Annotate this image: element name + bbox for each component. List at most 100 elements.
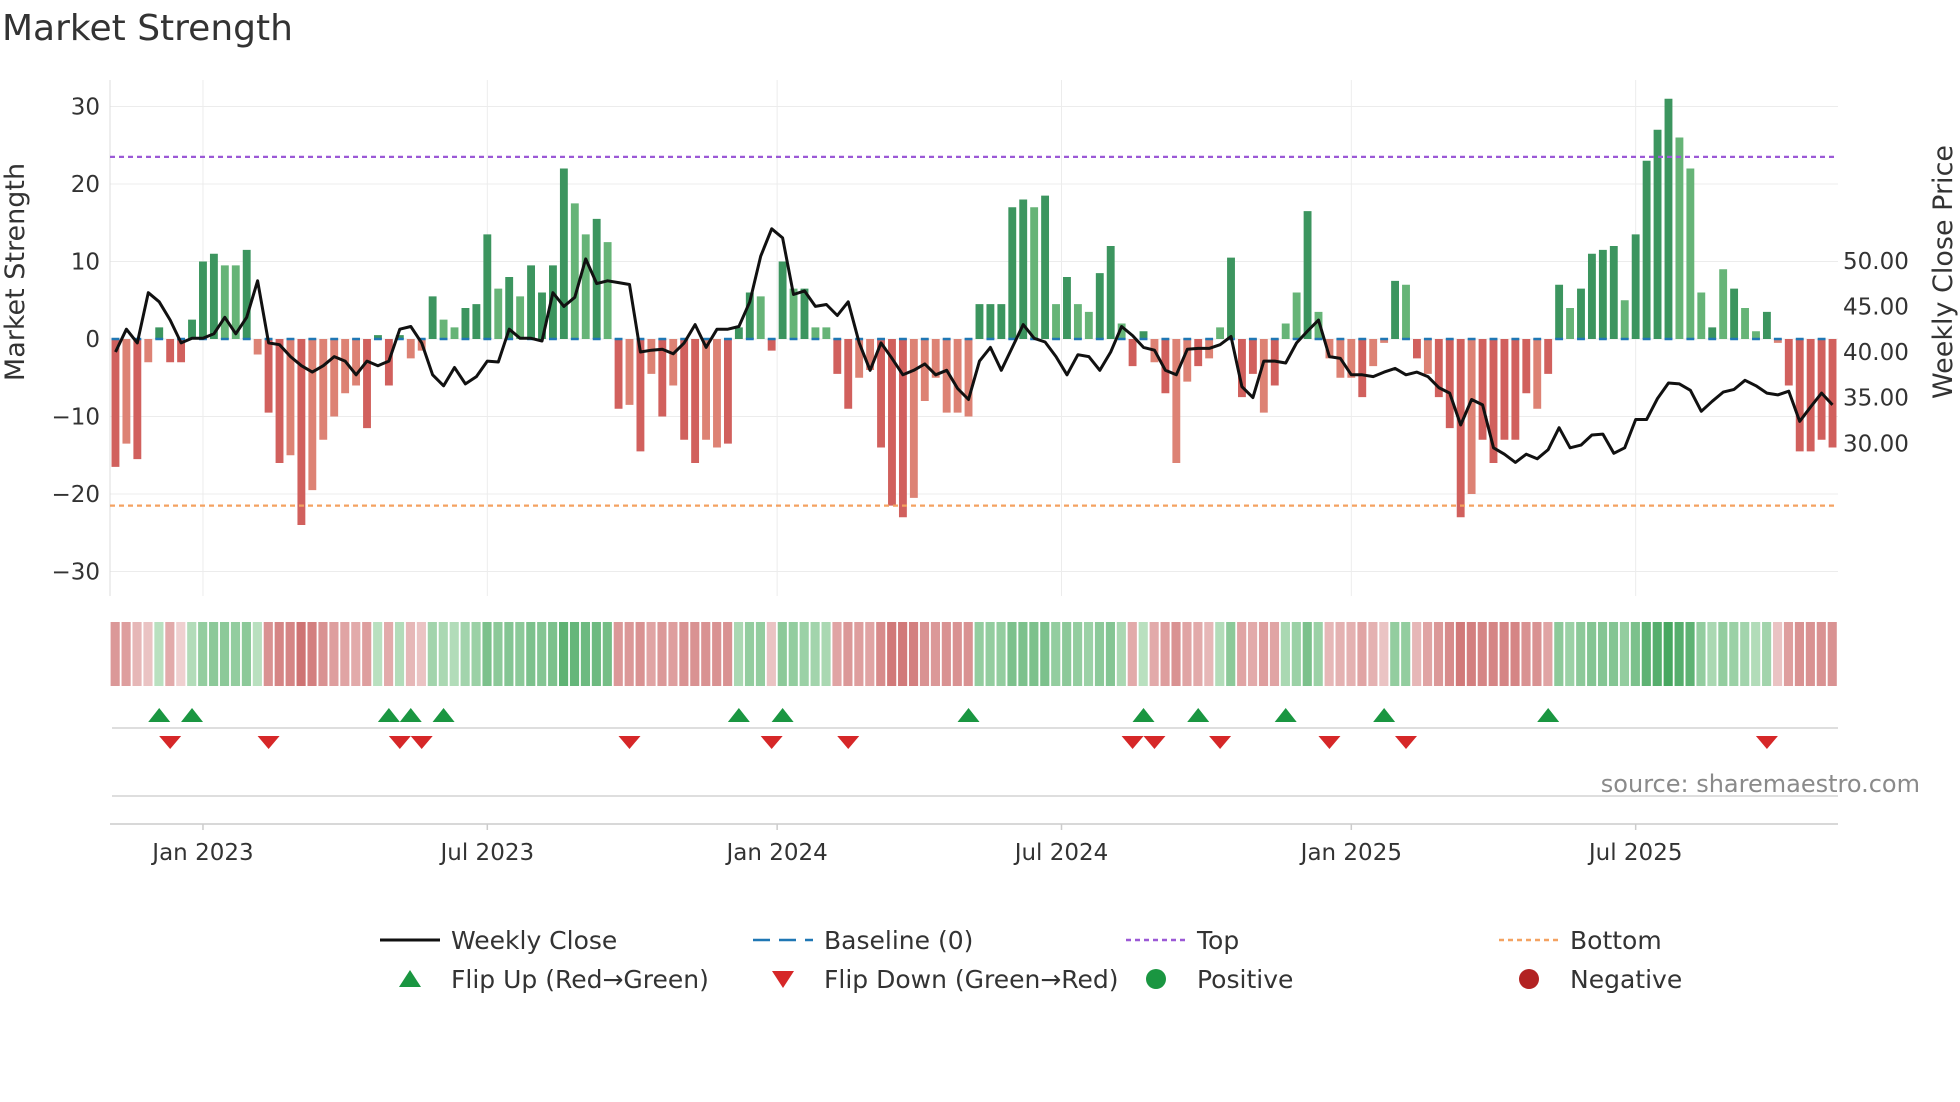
strip-cell	[1248, 622, 1258, 686]
strip-cell	[1696, 622, 1706, 686]
strength-bar	[1183, 339, 1192, 382]
flip-down-marker	[1395, 736, 1417, 749]
strip-cell	[198, 622, 208, 686]
strip-cell	[821, 622, 831, 686]
legend-label: Top	[1196, 926, 1239, 955]
strength-bar	[1161, 339, 1170, 394]
strength-bar	[1784, 339, 1793, 386]
x-tick-label: Jan 2024	[724, 840, 827, 866]
strength-bar	[866, 339, 875, 370]
strip-cell	[865, 622, 875, 686]
strip-cell	[1827, 622, 1837, 686]
flip-up-marker	[181, 708, 204, 722]
strength-bar	[592, 218, 601, 339]
strip-cell	[296, 622, 306, 686]
strength-bar	[702, 339, 710, 440]
strip-cell	[843, 622, 853, 686]
strength-bar	[614, 339, 623, 409]
flip-down-marker	[388, 736, 411, 749]
flip-up-marker	[727, 708, 750, 722]
strength-bar	[483, 234, 492, 339]
strength-bar	[1675, 137, 1684, 339]
strength-bar	[1117, 323, 1126, 339]
strength-bar	[1609, 246, 1618, 339]
strength-bar	[920, 339, 929, 401]
strip-cell	[471, 622, 481, 686]
strength-bar	[166, 339, 175, 363]
strip-cell	[1412, 622, 1422, 686]
strip-cell	[241, 622, 251, 686]
strength-bar	[581, 234, 590, 339]
strip-cell	[646, 622, 656, 686]
sentiment-strip	[110, 622, 1837, 686]
strip-cell	[1751, 622, 1761, 686]
strength-bar	[822, 327, 831, 339]
flip-down-marker	[837, 736, 860, 749]
reference-lines	[110, 155, 1838, 507]
left-tick-label: 10	[71, 250, 100, 276]
strength-bar	[297, 339, 306, 525]
strength-bar	[1708, 327, 1717, 339]
strip-cell	[963, 622, 973, 686]
strength-bar	[1019, 199, 1028, 339]
weekly-close-line	[114, 227, 1834, 464]
strength-bar	[680, 339, 689, 440]
strip-cell	[416, 622, 426, 686]
strip-cell	[1105, 622, 1115, 686]
strength-bar	[1730, 288, 1739, 339]
strength-bar	[1095, 273, 1104, 339]
strength-bar	[1238, 339, 1246, 398]
flip-down-marker	[1755, 736, 1778, 749]
strip-cell	[1368, 622, 1378, 686]
strip-cell	[1313, 622, 1323, 686]
strip-cell	[1401, 622, 1411, 686]
left-tick-label: −10	[51, 405, 100, 431]
flip-up-marker	[399, 708, 422, 722]
strength-bar	[1259, 339, 1268, 413]
strength-bar	[308, 339, 317, 491]
strength-bar	[1456, 339, 1465, 518]
flip-down-marker	[1143, 736, 1166, 749]
x-tick-label: Jan 2023	[150, 840, 253, 866]
strip-cell	[1379, 622, 1389, 686]
strength-bar	[778, 261, 787, 339]
strength-bar	[800, 288, 809, 339]
strip-cell	[832, 622, 842, 686]
strip-cell	[285, 622, 295, 686]
strip-cell	[580, 622, 591, 686]
strength-bar	[734, 327, 743, 339]
strength-bar	[1752, 331, 1760, 339]
x-tick-label: Jul 2024	[1013, 840, 1109, 866]
strength-bar	[1052, 304, 1060, 339]
strip-cell	[1302, 622, 1312, 686]
strength-bar	[636, 339, 645, 452]
strength-bar	[964, 339, 973, 417]
strength-bar	[363, 339, 371, 429]
strength-bar	[177, 339, 186, 363]
strip-cell	[1182, 622, 1192, 686]
strip-cell	[1204, 622, 1214, 686]
right-tick-label: 35.00	[1843, 386, 1909, 412]
strength-bar	[231, 265, 240, 339]
strength-bar	[1369, 339, 1378, 367]
strip-cell	[1007, 622, 1017, 686]
strength-bars	[111, 98, 1837, 525]
strip-cell	[1226, 622, 1236, 686]
strength-bar	[603, 242, 612, 339]
strength-bar	[1697, 292, 1706, 339]
flip-down-marker	[1209, 736, 1232, 749]
legend-label: Flip Up (Red→Green)	[451, 965, 709, 994]
strength-bar	[953, 339, 962, 413]
strength-bar	[1008, 207, 1017, 339]
strength-bar	[1544, 339, 1553, 374]
strip-cell	[1269, 622, 1280, 686]
strip-cell	[1324, 622, 1334, 686]
strip-cell	[362, 622, 372, 686]
strip-cell	[919, 622, 930, 686]
flip-up-marker	[432, 708, 455, 722]
left-tick-label: −20	[51, 482, 100, 508]
strength-bar	[1248, 339, 1257, 374]
legend-label: Bottom	[1570, 926, 1662, 955]
strength-bar	[1741, 308, 1749, 339]
flip-up-marker	[771, 708, 794, 722]
